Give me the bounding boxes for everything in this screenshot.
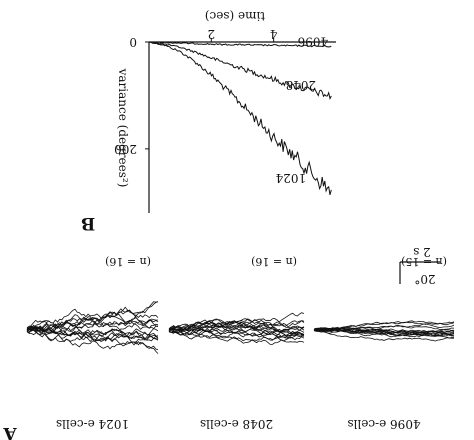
x-tick-label: 4 bbox=[269, 27, 277, 41]
trace-line bbox=[26, 325, 159, 350]
panel-b-letter: B bbox=[81, 213, 95, 233]
y-ticks: 0 200 bbox=[114, 35, 149, 156]
trace-group-1 bbox=[26, 301, 159, 354]
trace-line bbox=[168, 319, 305, 331]
trace-line bbox=[313, 321, 455, 332]
group-n-label: (n = 16) bbox=[251, 255, 297, 268]
x-tick-label: 2 bbox=[208, 27, 216, 41]
trace-line bbox=[26, 320, 159, 335]
trace-line bbox=[168, 325, 305, 338]
series-lines bbox=[148, 41, 332, 196]
trace-line bbox=[168, 326, 305, 338]
trace-group-2 bbox=[168, 312, 305, 345]
series-line-1024 bbox=[148, 41, 332, 196]
group-label: 4096 e-cells bbox=[347, 417, 420, 431]
series-line-2048 bbox=[149, 41, 332, 100]
panel-a-traces: 1024 e-cells (n = 16) 2048 e-cells (n = 16)… bbox=[26, 255, 455, 431]
series-label-4096: 4096 bbox=[298, 35, 329, 49]
trace-line bbox=[168, 330, 305, 345]
series-label-2048: 2048 bbox=[286, 78, 317, 92]
y-tick-label: 0 bbox=[129, 35, 137, 49]
group-label: 1024 e-cells bbox=[56, 417, 129, 431]
trace-line bbox=[26, 325, 159, 342]
trace-line bbox=[313, 327, 455, 333]
trace-line bbox=[313, 321, 455, 331]
panel-a-letter: A bbox=[3, 423, 18, 440]
series-labels: 1024 2048 4096 bbox=[275, 35, 328, 185]
series-line-4096 bbox=[148, 41, 332, 48]
scale-bar-time-label: 2 s bbox=[413, 245, 431, 259]
y-axis-label: variance (degrees²) bbox=[116, 68, 130, 188]
trace-line bbox=[26, 326, 159, 343]
trace-line bbox=[26, 329, 159, 354]
series-label-1024: 1024 bbox=[275, 171, 306, 185]
y-tick-label: 200 bbox=[114, 142, 137, 156]
group-label: 2048 e-cells bbox=[200, 417, 273, 431]
scale-bar-amplitude-label: 20° bbox=[414, 272, 435, 286]
trace-line bbox=[313, 329, 455, 342]
trace-line bbox=[26, 311, 159, 332]
x-axis-label: time (sec) bbox=[205, 9, 265, 23]
trace-line bbox=[26, 321, 159, 338]
group-n-label: (n = 16) bbox=[105, 255, 151, 268]
trace-line bbox=[168, 320, 305, 336]
scale-bar: 2 s 20° bbox=[399, 245, 440, 286]
trace-group-3 bbox=[313, 320, 455, 342]
